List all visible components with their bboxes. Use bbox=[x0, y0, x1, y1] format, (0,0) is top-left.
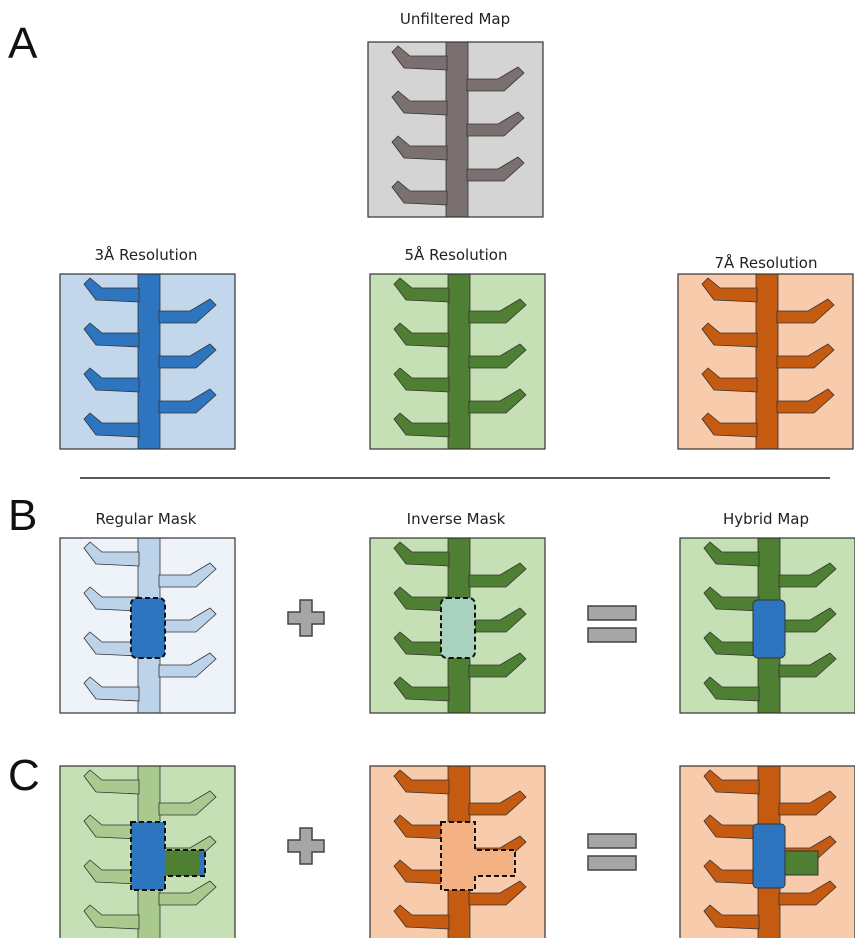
map-panel bbox=[370, 533, 545, 718]
panel-title: Hybrid Map bbox=[723, 510, 809, 528]
plus-sign bbox=[288, 828, 324, 864]
map-panel bbox=[60, 533, 235, 718]
map-panel bbox=[370, 761, 545, 938]
map-panel bbox=[60, 269, 235, 454]
panel-title: 5Å Resolution bbox=[405, 245, 508, 264]
map-panel bbox=[60, 761, 235, 938]
figure: A B C Unfiltered Map 3Å Resolution 5Å Re… bbox=[0, 0, 855, 938]
panel-title: Inverse Mask bbox=[407, 510, 506, 528]
panel-title: Unfiltered Map bbox=[400, 10, 510, 28]
map-panel bbox=[678, 269, 853, 454]
panel-title: Regular Mask bbox=[96, 510, 197, 528]
map-panel bbox=[680, 533, 855, 718]
panel-letter: A bbox=[8, 19, 38, 68]
map-panel bbox=[368, 37, 543, 222]
panel-title: 7Å Resolution bbox=[715, 253, 818, 272]
equals-sign bbox=[588, 606, 636, 620]
map-panel bbox=[680, 761, 855, 938]
equals-sign bbox=[588, 834, 636, 848]
map-panel bbox=[370, 269, 545, 454]
equals-sign bbox=[588, 856, 636, 870]
plus-sign bbox=[288, 600, 324, 636]
panel-letter: C bbox=[8, 751, 40, 800]
panel-letter: B bbox=[8, 491, 37, 540]
equals-sign bbox=[588, 628, 636, 642]
panel-title: 3Å Resolution bbox=[95, 245, 198, 264]
